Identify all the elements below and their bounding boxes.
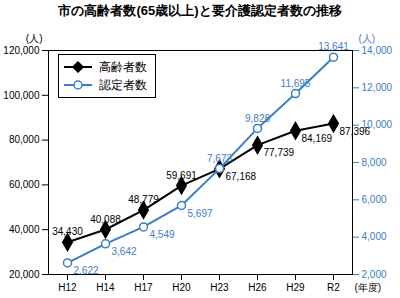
svg-text:60,000: 60,000 bbox=[9, 179, 40, 190]
svg-text:84,169: 84,169 bbox=[302, 133, 333, 144]
svg-text:3,642: 3,642 bbox=[112, 246, 137, 257]
svg-text:H20: H20 bbox=[172, 282, 191, 293]
svg-text:H26: H26 bbox=[248, 282, 267, 293]
svg-text:(人): (人) bbox=[26, 33, 43, 44]
svg-text:H23: H23 bbox=[210, 282, 229, 293]
svg-text:40,000: 40,000 bbox=[9, 224, 40, 235]
svg-text:8,000: 8,000 bbox=[362, 157, 387, 168]
svg-text:13,641: 13,641 bbox=[318, 41, 349, 52]
svg-text:2,622: 2,622 bbox=[74, 265, 99, 276]
svg-text:10,000: 10,000 bbox=[361, 119, 393, 131]
svg-text:H29: H29 bbox=[286, 282, 305, 293]
svg-text:5,697: 5,697 bbox=[188, 208, 213, 219]
svg-text:120,000: 120,000 bbox=[3, 45, 40, 56]
svg-text:H17: H17 bbox=[134, 282, 153, 293]
svg-text:R2: R2 bbox=[327, 282, 340, 293]
svg-text:7,673: 7,673 bbox=[207, 153, 232, 164]
html-text:認定者数: 認定者数 bbox=[99, 77, 147, 92]
svg-text:14,000: 14,000 bbox=[362, 45, 393, 56]
svg-text:(年度): (年度) bbox=[355, 282, 382, 293]
svg-text:40,088: 40,088 bbox=[90, 214, 121, 225]
svg-text:9,828: 9,828 bbox=[245, 113, 270, 124]
html-text:高齢者数: 高齢者数 bbox=[99, 59, 147, 74]
svg-text:(人): (人) bbox=[359, 33, 376, 44]
svg-text:20,000: 20,000 bbox=[9, 269, 40, 280]
svg-text:6,000: 6,000 bbox=[362, 194, 387, 205]
svg-text:100,000: 100,000 bbox=[3, 90, 40, 101]
svg-text:4,549: 4,549 bbox=[150, 229, 175, 240]
svg-text:67,168: 67,168 bbox=[226, 171, 257, 182]
svg-text:34,430: 34,430 bbox=[52, 226, 83, 237]
svg-text:12,000: 12,000 bbox=[362, 82, 393, 93]
svg-text:80,000: 80,000 bbox=[9, 134, 40, 145]
svg-text:77,739: 77,739 bbox=[264, 147, 295, 158]
svg-text:H12: H12 bbox=[58, 282, 77, 293]
svg-text:11,695: 11,695 bbox=[281, 78, 311, 89]
svg-text:H14: H14 bbox=[96, 282, 115, 293]
svg-text:4,000: 4,000 bbox=[362, 231, 387, 242]
svg-text:87,396: 87,396 bbox=[340, 126, 371, 137]
html-text:市の高齢者数(65歳以上)と要介護認定者数の推移: 市の高齢者数(65歳以上)と要介護認定者数の推移 bbox=[58, 3, 342, 18]
svg-text:48,779: 48,779 bbox=[128, 194, 159, 205]
svg-text:59,691: 59,691 bbox=[166, 170, 197, 181]
svg-text:2,000: 2,000 bbox=[362, 269, 387, 280]
